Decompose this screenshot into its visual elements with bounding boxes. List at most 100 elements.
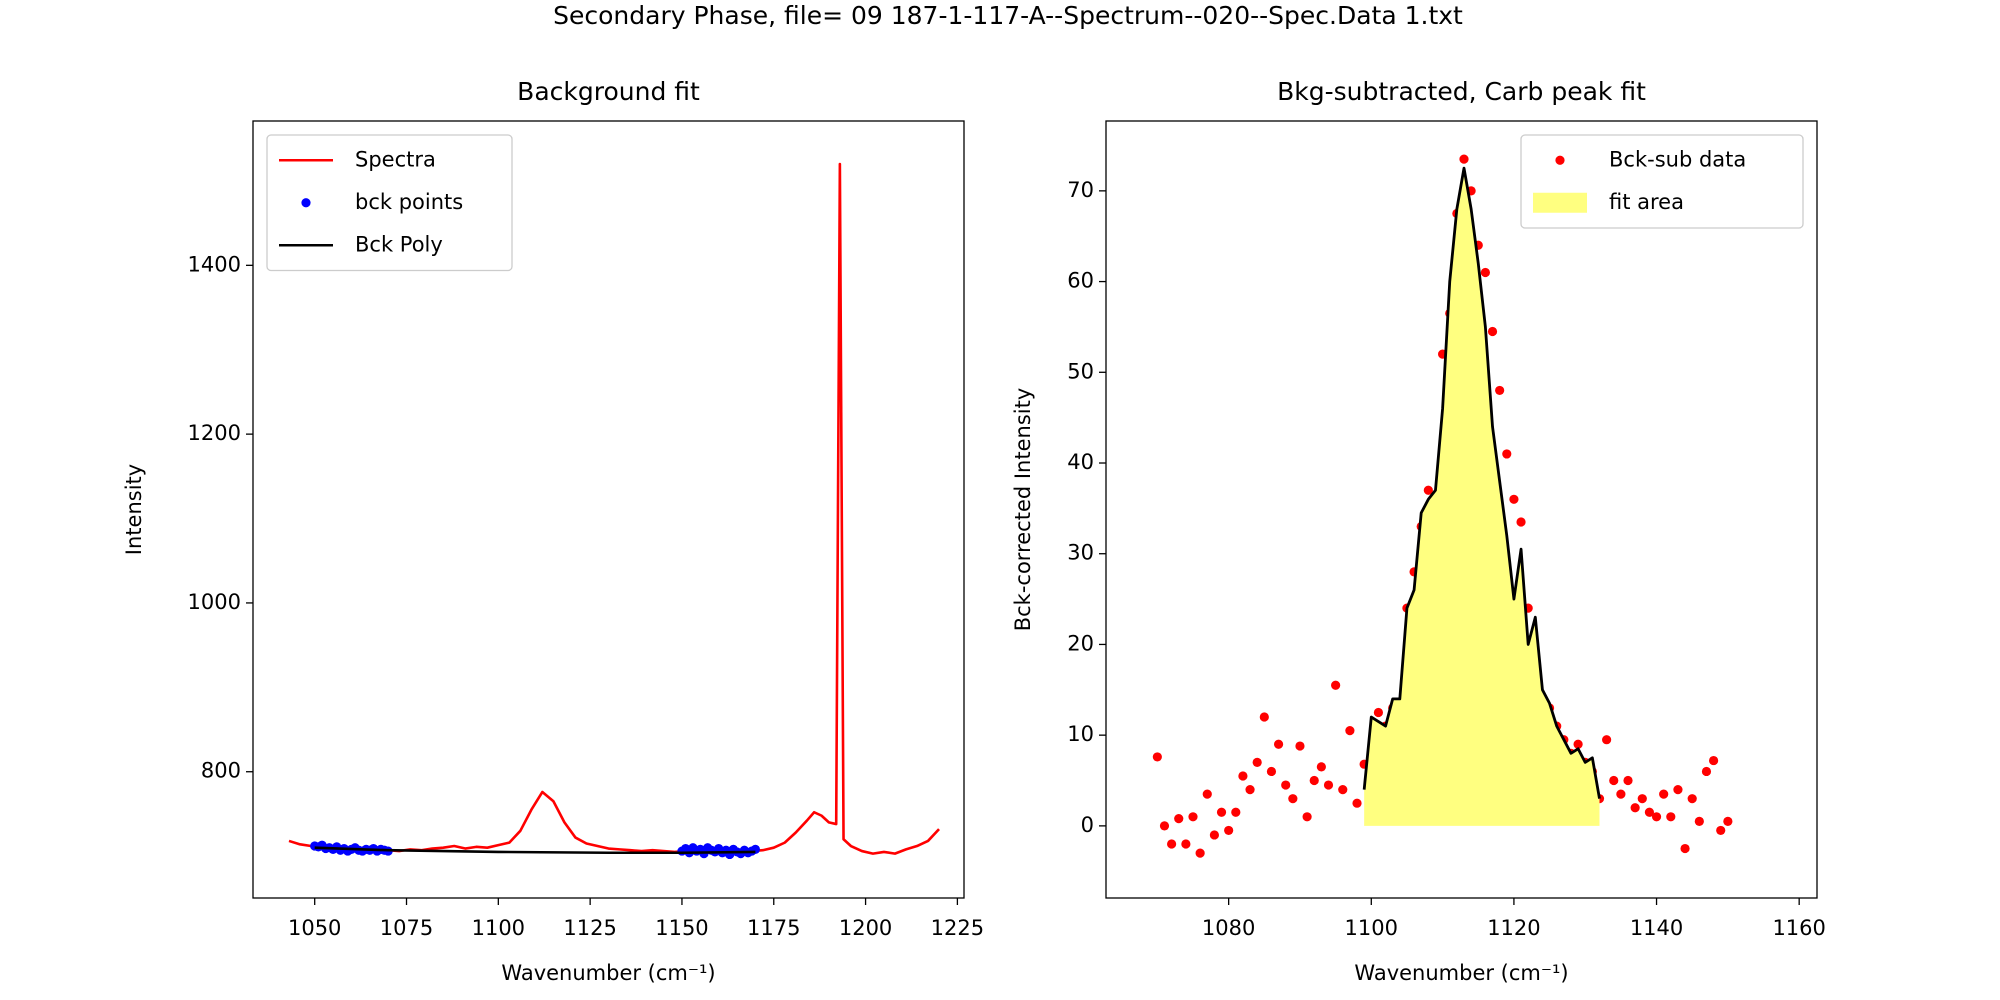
data-point <box>1216 807 1227 817</box>
legend-swatch <box>301 198 311 208</box>
data-point <box>1323 780 1334 790</box>
data-point <box>1680 843 1690 854</box>
data-point <box>1202 789 1212 799</box>
y-tick-label: 1000 <box>188 590 241 614</box>
data-point <box>1609 775 1619 786</box>
data-point <box>1281 780 1291 790</box>
data-point <box>1295 741 1305 751</box>
data-point <box>1723 816 1733 826</box>
data-point <box>1480 267 1490 278</box>
y-axis-label: Intensity <box>122 464 146 555</box>
data-point <box>1152 752 1162 762</box>
legend-label: fit area <box>1609 190 1684 214</box>
data-point <box>1502 449 1512 459</box>
data-point <box>1273 739 1284 749</box>
x-tick-label: 1080 <box>1202 916 1255 940</box>
y-tick-label: 50 <box>1067 359 1094 383</box>
y-tick-label: 20 <box>1067 631 1094 655</box>
data-point <box>1231 807 1241 817</box>
data-point <box>1509 494 1519 504</box>
data-point <box>1423 485 1433 495</box>
legend-swatch <box>1533 192 1587 213</box>
y-tick-label: 800 <box>201 759 241 783</box>
data-point <box>1373 707 1384 718</box>
data-point <box>1630 803 1640 813</box>
x-tick-label: 1100 <box>472 916 525 940</box>
x-tick-label: 1100 <box>1345 916 1398 940</box>
legend-swatch <box>1555 155 1565 165</box>
x-tick-label: 1160 <box>1772 916 1825 940</box>
y-tick-label: 0 <box>1081 813 1094 837</box>
data-point <box>1345 726 1355 736</box>
data-point <box>1644 807 1655 817</box>
data-point <box>1259 712 1269 722</box>
data-point <box>1495 385 1505 396</box>
subplot-title: Bkg-subtracted, Carb peak fit <box>1277 77 1646 106</box>
legend-box <box>266 134 513 272</box>
data-point <box>1708 755 1719 766</box>
y-tick-label: 30 <box>1067 541 1094 565</box>
data-point <box>1616 789 1626 799</box>
x-tick-label: 1120 <box>1487 916 1540 940</box>
data-point <box>1288 794 1298 804</box>
data-point <box>1224 825 1234 836</box>
x-axis-label: Wavenumber (cm⁻¹) <box>501 961 715 985</box>
fit-line <box>1362 166 1601 799</box>
x-tick-label: 1175 <box>747 916 800 940</box>
data-point <box>1573 739 1583 749</box>
data-point <box>1623 775 1633 786</box>
figure-title: Secondary Phase, file= 09 187-1-117-A--S… <box>553 1 1463 30</box>
x-tick-label: 1150 <box>655 916 708 940</box>
data-point <box>1181 839 1191 849</box>
data-point <box>1338 784 1348 795</box>
data-point <box>1687 794 1697 804</box>
subplot-title: Background fit <box>517 77 700 106</box>
x-tick-label: 1050 <box>288 916 341 940</box>
data-point <box>1701 766 1712 777</box>
spectrum-line <box>314 846 756 855</box>
legend-label: Bck-sub data <box>1609 147 1746 171</box>
data-point <box>1651 812 1662 822</box>
data-point <box>1602 735 1612 745</box>
legend: Spectra bck points Bck Poly <box>266 134 513 272</box>
x-tick-label: 1225 <box>931 916 984 940</box>
data-point <box>1266 766 1277 777</box>
legend-label: bck points <box>355 190 463 214</box>
y-axis-label: Bck-corrected Intensity <box>1011 388 1035 632</box>
data-point <box>1188 812 1198 822</box>
x-tick-label: 1075 <box>380 916 433 940</box>
subplot: Background fit Wavenumber (cm⁻¹) Intensity… <box>122 77 984 985</box>
data-point <box>1167 839 1177 849</box>
data-point <box>1694 816 1704 826</box>
x-axis-label: Wavenumber (cm⁻¹) <box>1354 961 1568 985</box>
data-point <box>1331 680 1341 690</box>
data-point <box>1516 517 1526 527</box>
data-point <box>1666 812 1676 822</box>
data-point <box>1174 814 1184 824</box>
data-point <box>1238 771 1248 781</box>
data-point <box>1716 825 1726 836</box>
axes-frame <box>252 120 965 899</box>
data-point <box>1352 798 1362 808</box>
data-point <box>1659 789 1669 799</box>
data-point <box>1309 775 1319 786</box>
legend: Bck-sub data fit area <box>1520 134 1804 229</box>
data-point <box>1673 784 1683 795</box>
fit-area <box>1364 168 1600 826</box>
data-point <box>1459 154 1469 164</box>
axes-frame <box>1105 120 1818 899</box>
data-point <box>1245 784 1255 795</box>
legend-box <box>1520 134 1804 229</box>
x-tick-label: 1140 <box>1630 916 1683 940</box>
y-tick-label: 1400 <box>188 252 241 276</box>
legend-label: Bck Poly <box>355 232 443 256</box>
data-point <box>1637 794 1647 804</box>
y-tick-label: 40 <box>1067 450 1094 474</box>
y-tick-label: 70 <box>1067 178 1094 202</box>
legend-label: Spectra <box>355 147 436 171</box>
subplot: Bkg-subtracted, Carb peak fit Wavenumber … <box>1011 77 1826 985</box>
data-point <box>1195 848 1205 858</box>
data-point <box>1159 821 1170 831</box>
data-point <box>1487 326 1498 337</box>
